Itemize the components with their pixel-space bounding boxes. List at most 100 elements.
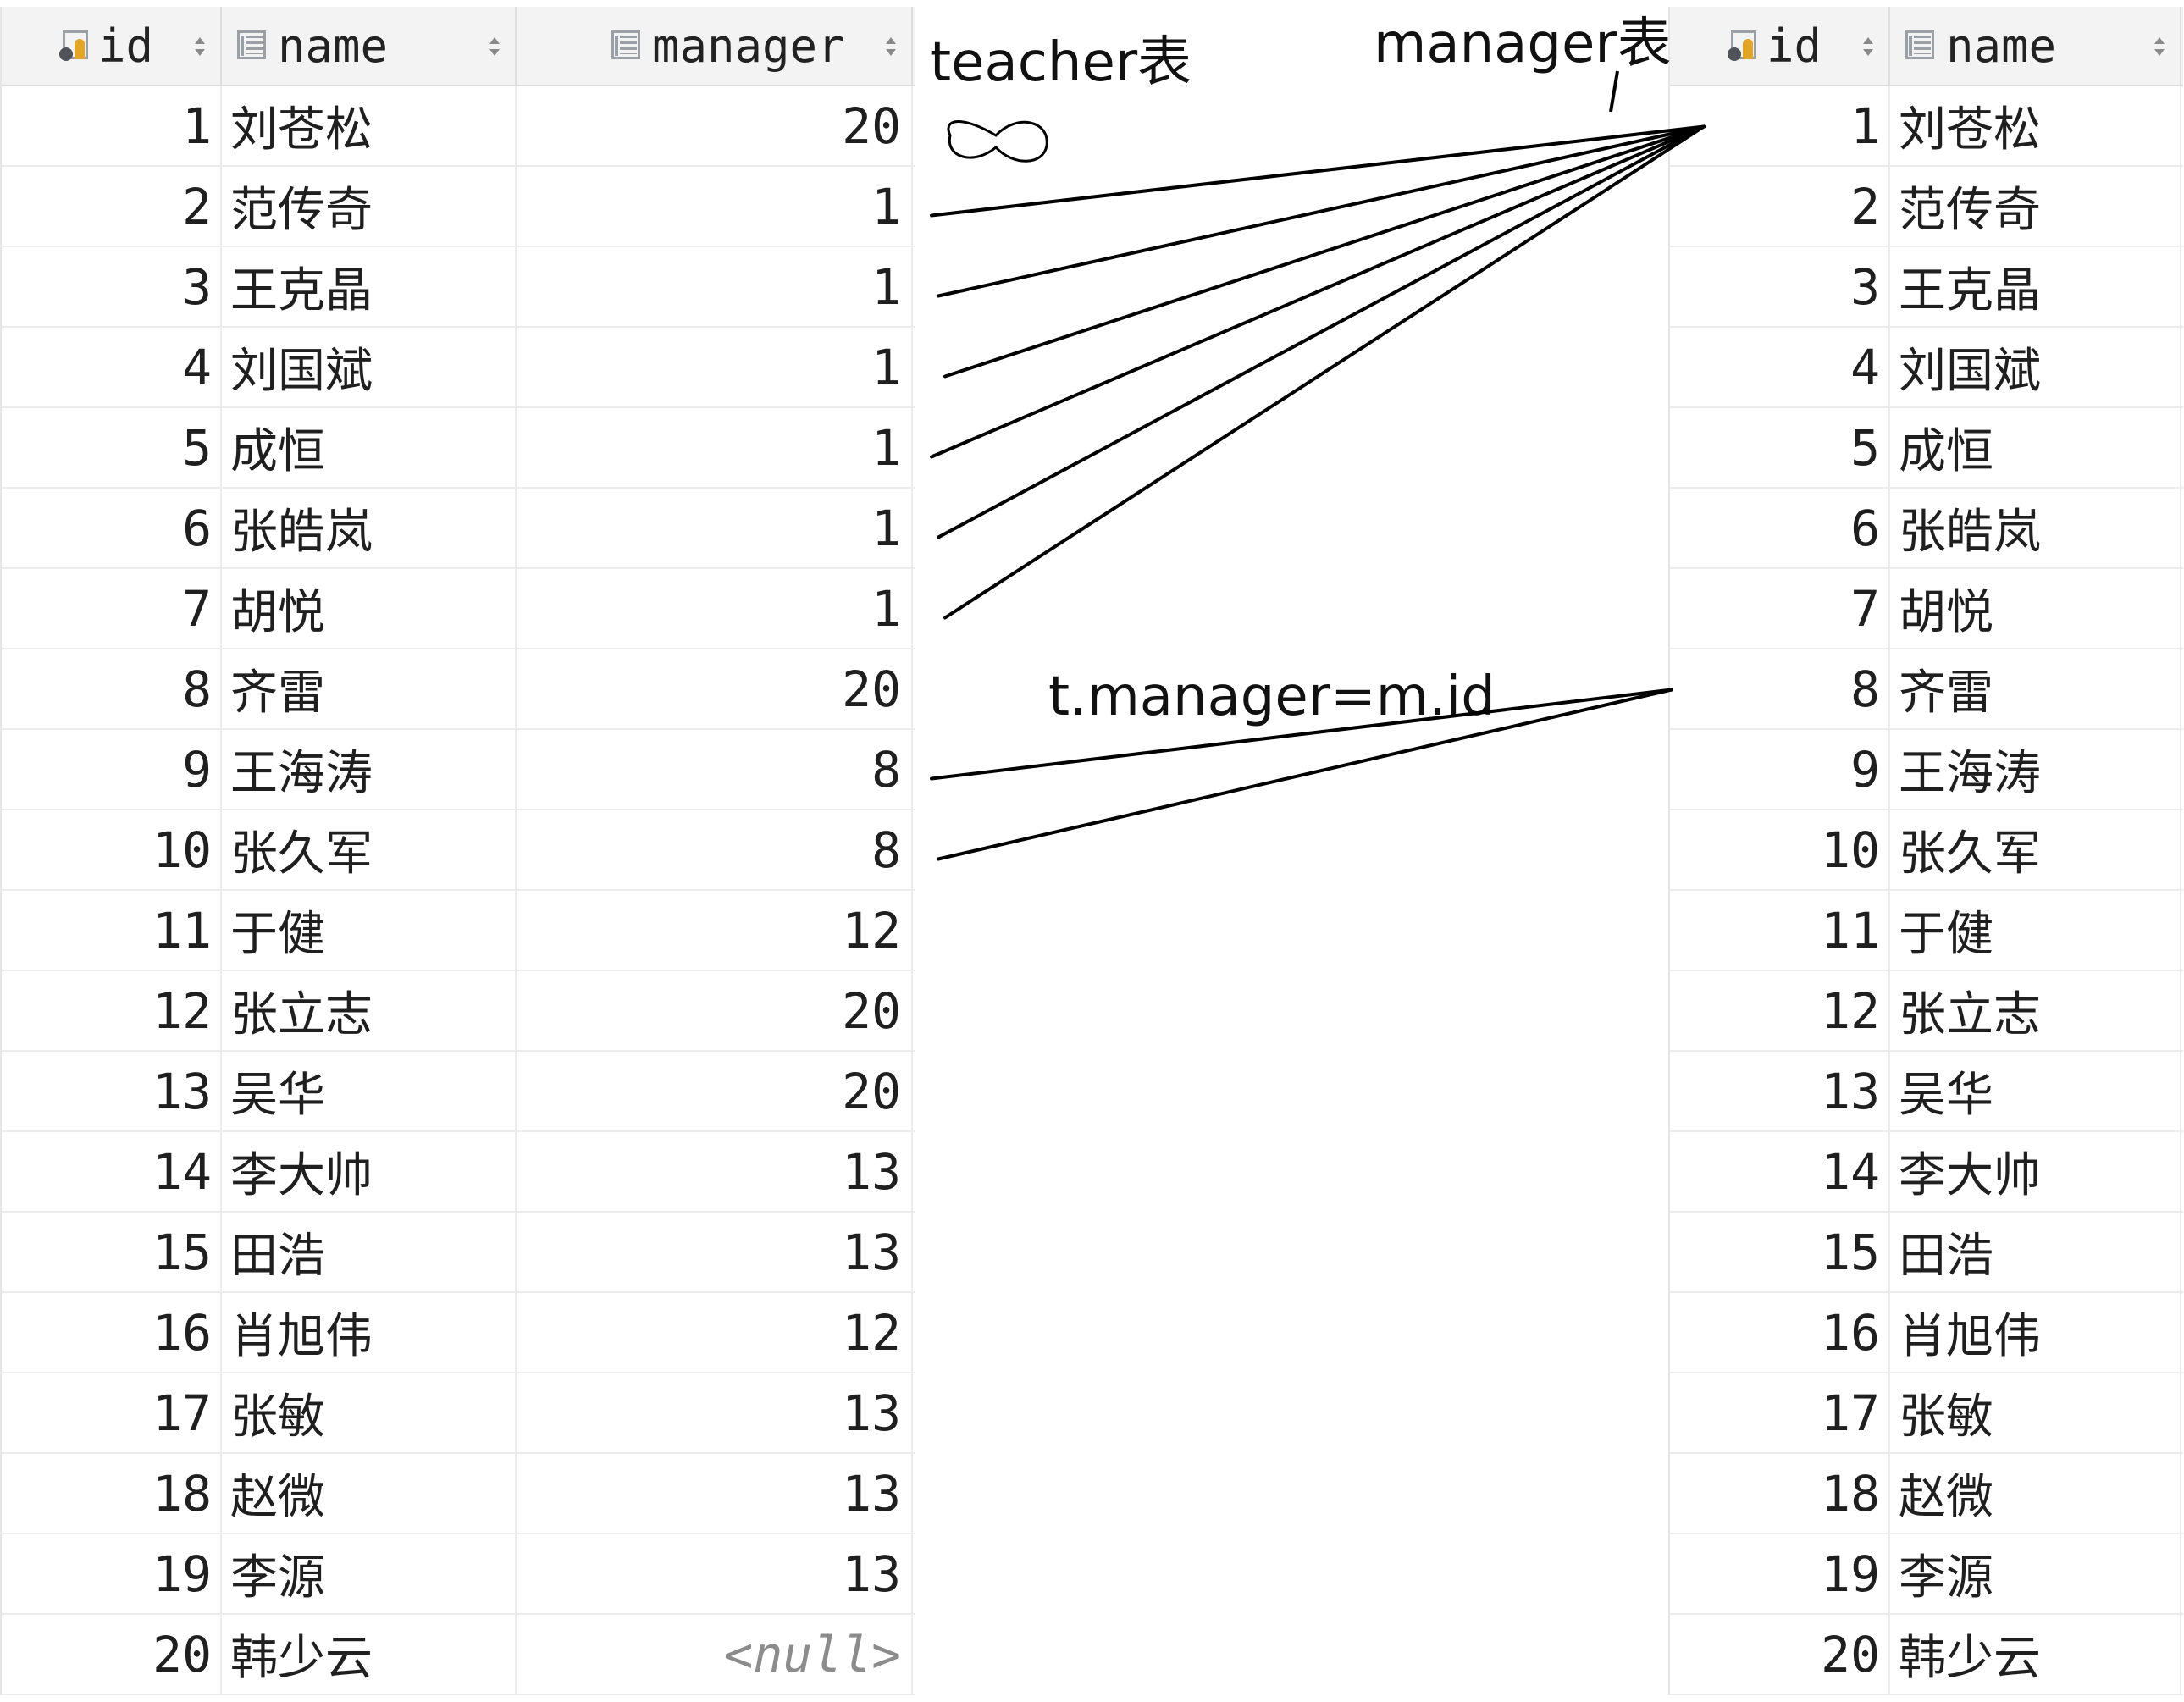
teacher-cell-name[interactable]: 范传奇 (222, 167, 517, 246)
manager-table-row[interactable]: 17 张敏 (1670, 1373, 2183, 1454)
teacher-cell-name[interactable]: 韩少云 (222, 1615, 517, 1694)
teacher-cell-manager[interactable]: 20 (517, 649, 913, 728)
teacher-header-manager[interactable]: manager (517, 7, 913, 85)
manager-cell-id[interactable]: 20 (1670, 1615, 1890, 1694)
teacher-cell-id[interactable]: 15 (2, 1213, 222, 1291)
teacher-cell-id[interactable]: 11 (2, 891, 222, 970)
manager-cell-id[interactable]: 4 (1670, 328, 1890, 406)
teacher-cell-name[interactable]: 肖旭伟 (222, 1293, 517, 1372)
teacher-table-row[interactable]: 18 赵微 13 (2, 1454, 915, 1534)
teacher-cell-manager[interactable]: 8 (517, 730, 913, 809)
teacher-cell-id[interactable]: 19 (2, 1534, 222, 1613)
teacher-table-row[interactable]: 19 李源 13 (2, 1534, 915, 1615)
teacher-table-row[interactable]: 8 齐雷 20 (2, 649, 915, 730)
manager-table-row[interactable]: 5 成恒 (1670, 408, 2183, 489)
teacher-cell-manager[interactable]: 8 (517, 810, 913, 889)
manager-cell-name[interactable]: 范传奇 (1890, 167, 2181, 246)
teacher-cell-name[interactable]: 王海涛 (222, 730, 517, 809)
manager-cell-id[interactable]: 1 (1670, 86, 1890, 165)
teacher-table-row[interactable]: 15 田浩 13 (2, 1213, 915, 1293)
manager-cell-name[interactable]: 刘国斌 (1890, 328, 2181, 406)
teacher-cell-name[interactable]: 吴华 (222, 1052, 517, 1130)
teacher-cell-id[interactable]: 6 (2, 489, 222, 567)
teacher-cell-manager[interactable]: 13 (517, 1534, 913, 1613)
teacher-cell-id[interactable]: 18 (2, 1454, 222, 1533)
manager-table-row[interactable]: 9 王海涛 (1670, 730, 2183, 810)
teacher-cell-id[interactable]: 13 (2, 1052, 222, 1130)
teacher-cell-name[interactable]: 张立志 (222, 971, 517, 1050)
teacher-cell-name[interactable]: 成恒 (222, 408, 517, 487)
teacher-table-row[interactable]: 11 于健 12 (2, 891, 915, 971)
teacher-cell-manager[interactable]: 13 (517, 1454, 913, 1533)
manager-table-row[interactable]: 6 张皓岚 (1670, 489, 2183, 569)
teacher-cell-name[interactable]: 王克晶 (222, 247, 517, 326)
manager-cell-name[interactable]: 吴华 (1890, 1052, 2181, 1130)
manager-table-row[interactable]: 2 范传奇 (1670, 167, 2183, 247)
teacher-cell-id[interactable]: 8 (2, 649, 222, 728)
manager-table-row[interactable]: 10 张久军 (1670, 810, 2183, 891)
teacher-header-name[interactable]: name (222, 7, 517, 85)
manager-cell-name[interactable]: 张久军 (1890, 810, 2181, 889)
teacher-cell-manager[interactable]: 13 (517, 1373, 913, 1452)
manager-cell-name[interactable]: 肖旭伟 (1890, 1293, 2181, 1372)
manager-cell-id[interactable]: 8 (1670, 649, 1890, 728)
manager-table-row[interactable]: 14 李大帅 (1670, 1132, 2183, 1213)
teacher-table-row[interactable]: 3 王克晶 1 (2, 247, 915, 328)
manager-cell-name[interactable]: 张敏 (1890, 1373, 2181, 1452)
teacher-cell-id[interactable]: 2 (2, 167, 222, 246)
teacher-cell-name[interactable]: 刘苍松 (222, 86, 517, 165)
teacher-cell-manager[interactable]: 13 (517, 1132, 913, 1211)
teacher-table-row[interactable]: 9 王海涛 8 (2, 730, 915, 810)
teacher-cell-manager[interactable]: 20 (517, 86, 913, 165)
teacher-table-row[interactable]: 13 吴华 20 (2, 1052, 915, 1132)
manager-cell-id[interactable]: 13 (1670, 1052, 1890, 1130)
teacher-cell-name[interactable]: 赵微 (222, 1454, 517, 1533)
manager-cell-name[interactable]: 于健 (1890, 891, 2181, 970)
teacher-cell-id[interactable]: 9 (2, 730, 222, 809)
teacher-cell-id[interactable]: 12 (2, 971, 222, 1050)
teacher-cell-name[interactable]: 于健 (222, 891, 517, 970)
manager-cell-name[interactable]: 胡悦 (1890, 569, 2181, 648)
teacher-cell-manager[interactable]: 20 (517, 1052, 913, 1130)
teacher-cell-id[interactable]: 17 (2, 1373, 222, 1452)
manager-table-row[interactable]: 20 韩少云 (1670, 1615, 2183, 1695)
teacher-table-row[interactable]: 4 刘国斌 1 (2, 328, 915, 408)
teacher-table-row[interactable]: 17 张敏 13 (2, 1373, 915, 1454)
teacher-cell-manager[interactable]: 13 (517, 1213, 913, 1291)
teacher-cell-id[interactable]: 20 (2, 1615, 222, 1694)
manager-cell-name[interactable]: 田浩 (1890, 1213, 2181, 1291)
teacher-table-row[interactable]: 7 胡悦 1 (2, 569, 915, 649)
sort-arrows-icon[interactable] (195, 37, 205, 56)
manager-cell-id[interactable]: 12 (1670, 971, 1890, 1050)
manager-cell-name[interactable]: 李大帅 (1890, 1132, 2181, 1211)
manager-table-row[interactable]: 1 刘苍松 (1670, 86, 2183, 167)
manager-cell-name[interactable]: 赵微 (1890, 1454, 2181, 1533)
manager-table-row[interactable]: 3 王克晶 (1670, 247, 2183, 328)
teacher-cell-name[interactable]: 张皓岚 (222, 489, 517, 567)
manager-cell-name[interactable]: 刘苍松 (1890, 86, 2181, 165)
manager-cell-id[interactable]: 5 (1670, 408, 1890, 487)
manager-cell-name[interactable]: 王克晶 (1890, 247, 2181, 326)
teacher-cell-name[interactable]: 刘国斌 (222, 328, 517, 406)
manager-table-row[interactable]: 13 吴华 (1670, 1052, 2183, 1132)
manager-cell-name[interactable]: 张皓岚 (1890, 489, 2181, 567)
teacher-cell-name[interactable]: 田浩 (222, 1213, 517, 1291)
teacher-cell-id[interactable]: 14 (2, 1132, 222, 1211)
teacher-cell-id[interactable]: 1 (2, 86, 222, 165)
teacher-cell-manager[interactable]: 12 (517, 891, 913, 970)
sort-arrows-icon[interactable] (886, 37, 896, 56)
teacher-cell-name[interactable]: 李大帅 (222, 1132, 517, 1211)
teacher-cell-name[interactable]: 胡悦 (222, 569, 517, 648)
teacher-header-id[interactable]: id (2, 7, 222, 85)
manager-header-id[interactable]: id (1670, 7, 1890, 85)
teacher-cell-manager[interactable]: 1 (517, 328, 913, 406)
manager-cell-name[interactable]: 齐雷 (1890, 649, 2181, 728)
manager-table-row[interactable]: 18 赵微 (1670, 1454, 2183, 1534)
manager-table-row[interactable]: 8 齐雷 (1670, 649, 2183, 730)
manager-cell-id[interactable]: 3 (1670, 247, 1890, 326)
teacher-cell-id[interactable]: 5 (2, 408, 222, 487)
teacher-table-row[interactable]: 10 张久军 8 (2, 810, 915, 891)
teacher-cell-manager[interactable]: 1 (517, 408, 913, 487)
teacher-cell-name[interactable]: 齐雷 (222, 649, 517, 728)
manager-cell-id[interactable]: 16 (1670, 1293, 1890, 1372)
